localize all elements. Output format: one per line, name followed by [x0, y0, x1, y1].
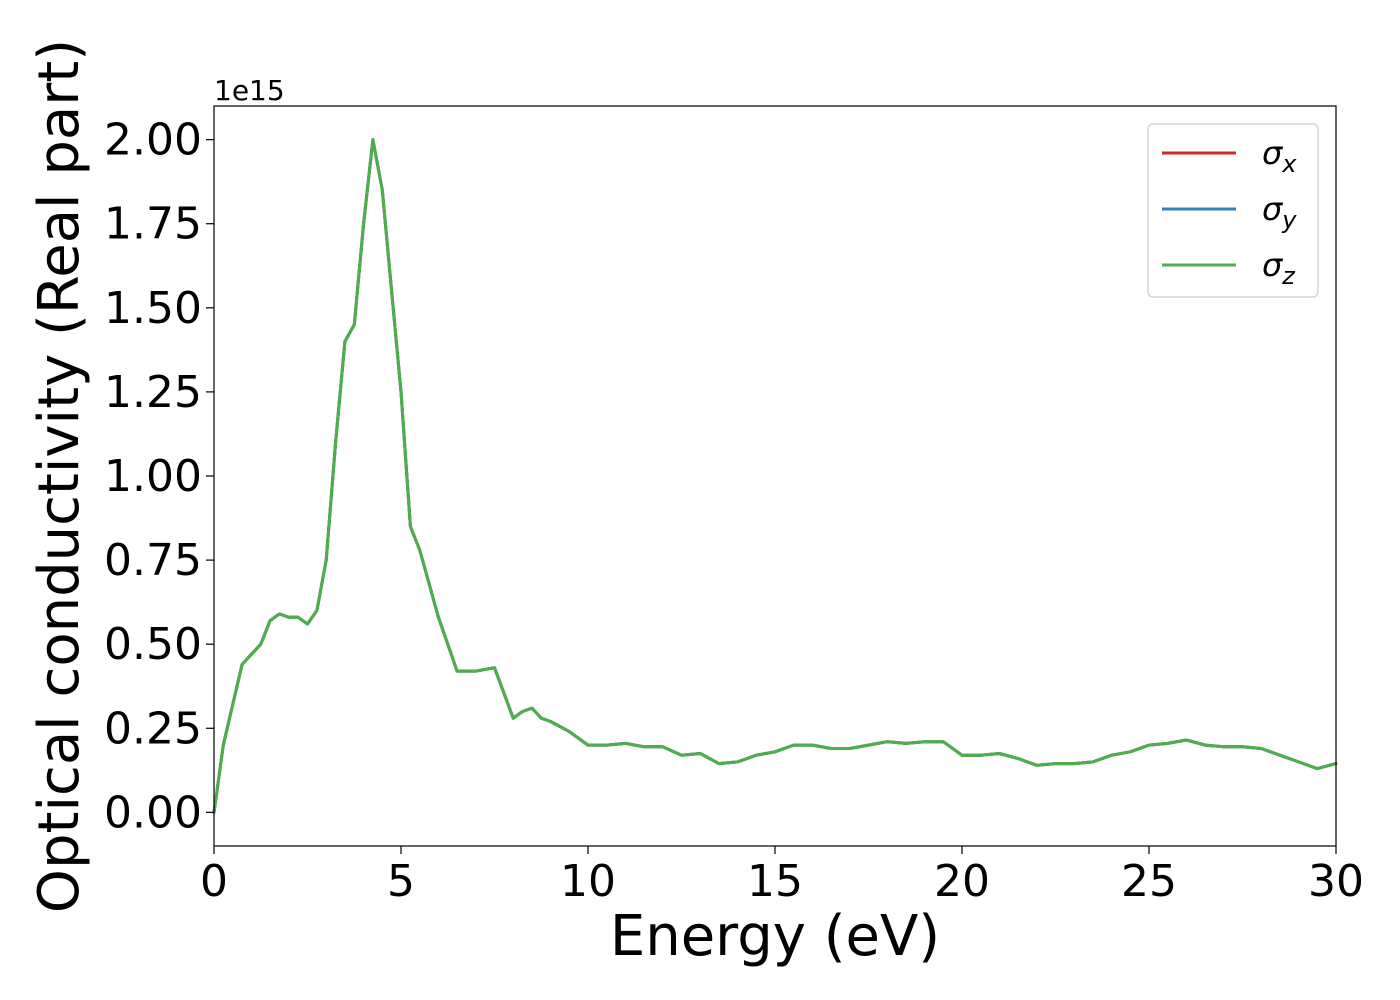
- legend-label-z: σz: [1262, 246, 1296, 290]
- y-tick-label: 1.00: [104, 451, 202, 502]
- x-tick-label: 10: [560, 856, 616, 907]
- x-tick-label: 30: [1308, 856, 1364, 907]
- y-tick-label: 0.00: [104, 787, 202, 838]
- x-tick-label: 20: [934, 856, 990, 907]
- y-tick-label: 1.75: [104, 199, 202, 250]
- series-layer: [212, 138, 1338, 814]
- x-tick-label: 0: [200, 856, 228, 907]
- y-axis-ticks: 0.00 0.25 0.50 0.75 1.00 1.25 1.50 1.75 2.00: [104, 115, 214, 838]
- x-tick-label: 15: [747, 856, 803, 907]
- x-axis-ticks: 0 5 10 15 20 25 30: [200, 846, 1364, 907]
- y-tick-label: 2.00: [104, 115, 202, 166]
- x-tick-label: 25: [1121, 856, 1177, 907]
- y-tick-label: 1.50: [104, 283, 202, 334]
- legend: σx σy σz: [1147, 123, 1319, 298]
- y-tick-label: 0.75: [104, 535, 202, 586]
- y-tick-label: 0.50: [104, 619, 202, 670]
- y-tick-label: 0.25: [104, 703, 202, 754]
- x-axis-title: Energy (eV): [610, 904, 940, 969]
- y-axis-title: Optical conductivity (Real part): [27, 39, 92, 913]
- y-tick-label: 1.25: [104, 367, 202, 418]
- x-tick-label: 5: [387, 856, 415, 907]
- series-line-3: [212, 138, 1338, 814]
- legend-label-x: σx: [1262, 134, 1297, 178]
- legend-label-y: σy: [1262, 190, 1297, 234]
- y-offset-label: 1e15: [214, 74, 285, 107]
